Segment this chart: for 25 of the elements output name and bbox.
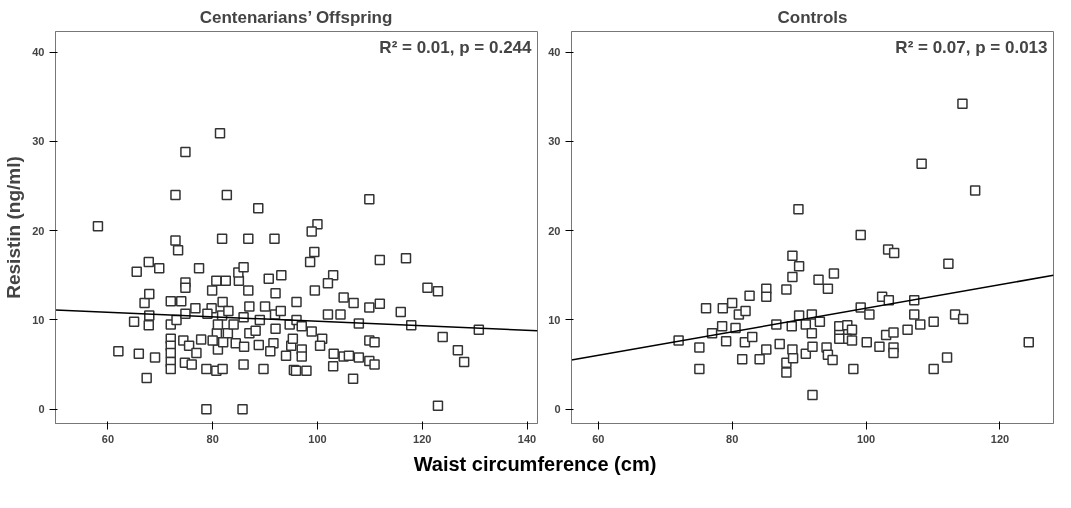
y-tick-label: 20 [548, 224, 561, 237]
y-tick-label: 40 [548, 46, 561, 59]
chart-title: Centenarians’ Offspring [199, 7, 393, 27]
y-tick-label: 30 [32, 135, 45, 148]
y-axis-title: Resistin (ng/ml) [3, 156, 25, 299]
x-tick-label: 80 [206, 432, 219, 445]
chart-title: Controls [777, 7, 848, 27]
x-tick-label: 60 [592, 432, 605, 445]
y-tick-label: 10 [548, 313, 561, 326]
y-tick-label: 0 [38, 403, 45, 416]
x-tick-label: 60 [101, 432, 115, 445]
annotation: R² = 0.07, p = 0.013 [895, 37, 1048, 57]
annotation: R² = 0.01, p = 0.244 [379, 37, 533, 57]
y-tick-label: 0 [554, 403, 561, 416]
x-tick-label: 100 [308, 432, 327, 445]
y-tick-label: 20 [32, 224, 45, 237]
y-tick-label: 40 [32, 46, 45, 59]
x-tick-label: 120 [413, 432, 432, 445]
y-tick-label: 10 [32, 313, 45, 326]
x-tick-label: 80 [726, 432, 739, 445]
x-axis-title: Waist circumference (cm) [413, 452, 657, 477]
x-tick-label: 100 [856, 432, 876, 445]
x-tick-label: 120 [990, 432, 1010, 445]
x-tick-label: 140 [517, 432, 537, 445]
y-tick-label: 30 [548, 135, 561, 148]
